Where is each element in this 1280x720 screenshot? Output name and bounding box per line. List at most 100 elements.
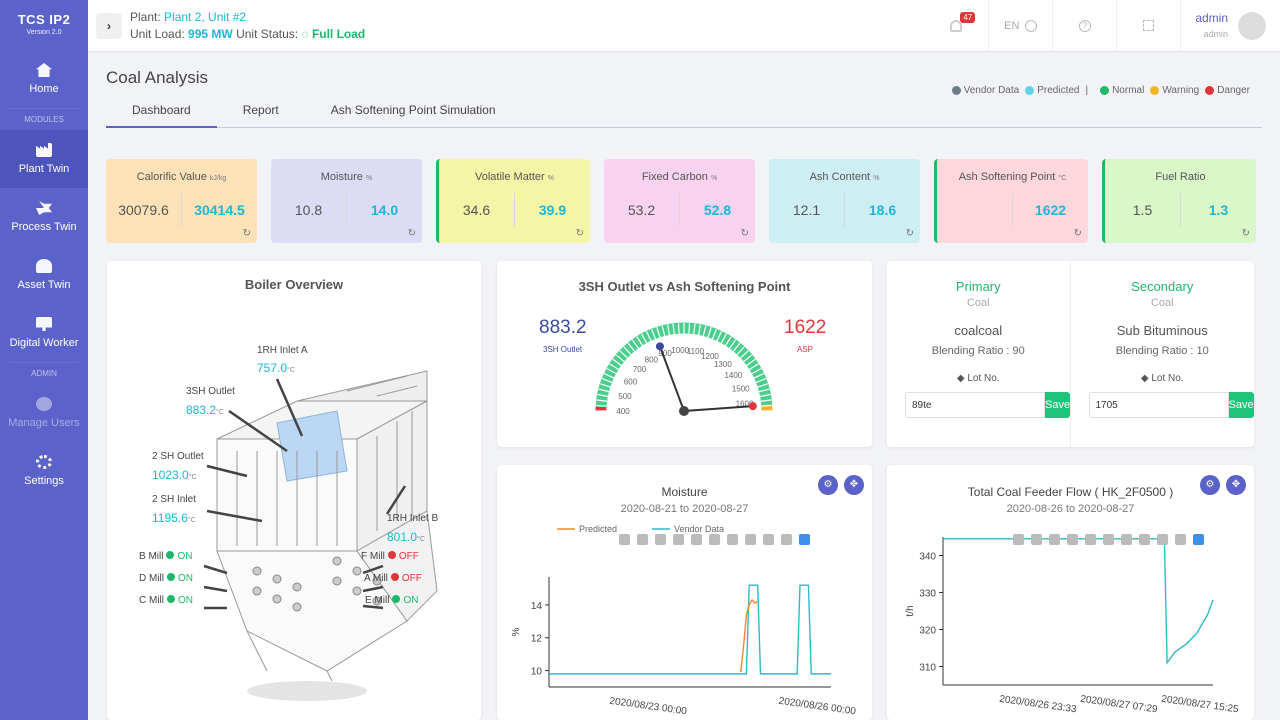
mill-status: A Mill OFF xyxy=(364,573,422,584)
primary-coal-name: coalcoal xyxy=(954,323,1003,338)
notification-count: 47 xyxy=(960,12,976,23)
expand-icon[interactable]: ✥ xyxy=(844,475,864,495)
refresh-icon[interactable]: ↻ xyxy=(1241,228,1250,239)
plotly-icon[interactable] xyxy=(1193,534,1204,545)
camera-icon[interactable] xyxy=(1013,534,1024,545)
kpi-card: Ash Softening Point °C 1622 ↻ xyxy=(934,159,1088,243)
unit-status-icon: ◌ xyxy=(301,26,309,41)
refresh-icon[interactable]: ↻ xyxy=(407,228,416,239)
spike-icon[interactable] xyxy=(745,534,756,545)
sidebar-item-manage-users[interactable]: Manage Users xyxy=(0,384,88,442)
home-icon xyxy=(36,63,52,77)
gauge-tick-label: 900 xyxy=(658,349,672,358)
fullscreen-button[interactable] xyxy=(1116,0,1180,51)
refresh-icon[interactable]: ↻ xyxy=(242,228,251,239)
language-selector[interactable]: EN xyxy=(988,0,1052,51)
tab-report[interactable]: Report xyxy=(242,103,279,117)
rh-b-unit: °C xyxy=(417,536,425,543)
compare-icon[interactable] xyxy=(1175,534,1186,545)
hover-icon[interactable] xyxy=(1157,534,1168,545)
refresh-icon[interactable]: ↻ xyxy=(1073,228,1082,239)
sidebar-item-asset-twin[interactable]: Asset Twin xyxy=(0,246,88,304)
tab-dashboard[interactable]: Dashboard xyxy=(106,102,217,128)
legend-item: Predicted xyxy=(579,524,617,534)
hover-icon[interactable] xyxy=(763,534,774,545)
mill-state: ON xyxy=(178,573,193,584)
avatar xyxy=(1238,11,1266,40)
y-tick-label: 14 xyxy=(531,601,543,612)
rh-a-number: 757.0 xyxy=(257,361,288,375)
gauge-tick-line xyxy=(724,336,732,347)
sidebar-item-plant-twin[interactable]: Plant Twin xyxy=(0,130,88,188)
autoscale-icon[interactable] xyxy=(1103,534,1114,545)
pan-icon[interactable] xyxy=(655,534,666,545)
expand-icon[interactable]: ✥ xyxy=(1226,475,1246,495)
primary-save-button[interactable]: Save xyxy=(1045,392,1071,418)
gauge-tick-line xyxy=(732,342,741,353)
gauge-needle-3sh xyxy=(658,345,685,412)
sidebar-item-label: Plant Twin xyxy=(18,163,70,175)
x-tick-label: 2020/08/26 23:33 xyxy=(999,694,1078,716)
home-icon[interactable] xyxy=(1121,534,1132,545)
plotly-icon[interactable] xyxy=(799,534,810,545)
user-menu[interactable]: admin admin xyxy=(1180,0,1280,51)
sidebar-item-process-twin[interactable]: Process Twin xyxy=(0,188,88,246)
mill-status: C Mill ON xyxy=(139,595,193,606)
zoom-out-icon[interactable] xyxy=(691,534,702,545)
gauge-tick-line xyxy=(645,331,652,342)
boiler-title: Boiler Overview xyxy=(244,277,344,292)
x-tick-label: 2020/08/23 00:00 xyxy=(609,696,688,718)
status-dot-icon xyxy=(392,595,401,603)
primary-lot-input[interactable] xyxy=(905,392,1045,418)
zoom-icon[interactable] xyxy=(1031,534,1042,545)
secondary-lot-input[interactable] xyxy=(1088,392,1229,418)
gauge-tick-line xyxy=(600,383,611,388)
gauge-tick-line xyxy=(736,346,745,356)
section-modules: MODULES xyxy=(10,108,78,130)
gauge-tick-label: 500 xyxy=(618,392,632,401)
fullscreen-icon xyxy=(1143,20,1155,31)
notifications-button[interactable]: 47 xyxy=(924,0,988,51)
sidebar-item-home[interactable]: Home xyxy=(0,50,88,108)
chart-subtitle: 2020-08-26 to 2020-08-27 xyxy=(1006,503,1135,515)
user-info: admin admin xyxy=(1195,10,1228,42)
zoom-in-icon[interactable] xyxy=(673,534,684,545)
zoom-in-icon[interactable] xyxy=(1067,534,1078,545)
refresh-icon[interactable]: ↻ xyxy=(905,228,914,239)
sidebar-item-settings[interactable]: Settings xyxy=(0,442,88,500)
secondary-coal-name: Sub Bituminous xyxy=(1116,323,1208,338)
sidebar-toggle-button[interactable]: › xyxy=(96,12,122,39)
series-line-vendor-data xyxy=(943,538,1214,665)
gauge-tick-line xyxy=(742,354,753,363)
home-icon[interactable] xyxy=(727,534,738,545)
sidebar-item-digital-worker[interactable]: Digital Worker xyxy=(0,304,88,362)
gauge-tick-line xyxy=(707,327,712,338)
rh-a-value: 757.0°C xyxy=(257,361,295,375)
zoom-out-icon[interactable] xyxy=(1085,534,1096,545)
secondary-save-button[interactable]: Save xyxy=(1228,392,1254,418)
zoom-icon[interactable] xyxy=(637,534,648,545)
shapes-icon xyxy=(36,259,52,273)
pan-icon[interactable] xyxy=(1049,534,1060,545)
kpi-row: Calorific Value kJ/kg 30079.6 30414.5 ↻ … xyxy=(106,159,1256,243)
tab-ash-softening-point-simulation[interactable]: Ash Softening Point Simulation xyxy=(330,103,496,117)
x-tick-label: 2020/08/27 15:25 xyxy=(1161,694,1240,716)
help-button[interactable]: ? xyxy=(1052,0,1116,51)
refresh-icon[interactable]: ↻ xyxy=(575,228,584,239)
kpi-card: Fixed Carbon % 53.2 52.8 ↻ xyxy=(604,159,755,243)
compare-icon[interactable] xyxy=(781,534,792,545)
secondary-lot-label: ◆ Lot No. xyxy=(1071,373,1255,384)
settings-icon[interactable]: ⚙ xyxy=(818,475,838,495)
bell-icon xyxy=(950,19,963,32)
kpi-unit: °C xyxy=(1058,175,1067,182)
kpi-label: Ash Content % xyxy=(769,171,920,183)
refresh-icon[interactable]: ↻ xyxy=(740,228,749,239)
spike-icon[interactable] xyxy=(1139,534,1150,545)
autoscale-icon[interactable] xyxy=(709,534,720,545)
settings-icon[interactable]: ⚙ xyxy=(1200,475,1220,495)
mill-status: E Mill ON xyxy=(365,595,418,606)
sidebar-item-label: Asset Twin xyxy=(17,279,71,291)
y-tick-label: 320 xyxy=(919,626,936,637)
kpi-values: 1622 xyxy=(937,193,1088,227)
camera-icon[interactable] xyxy=(619,534,630,545)
